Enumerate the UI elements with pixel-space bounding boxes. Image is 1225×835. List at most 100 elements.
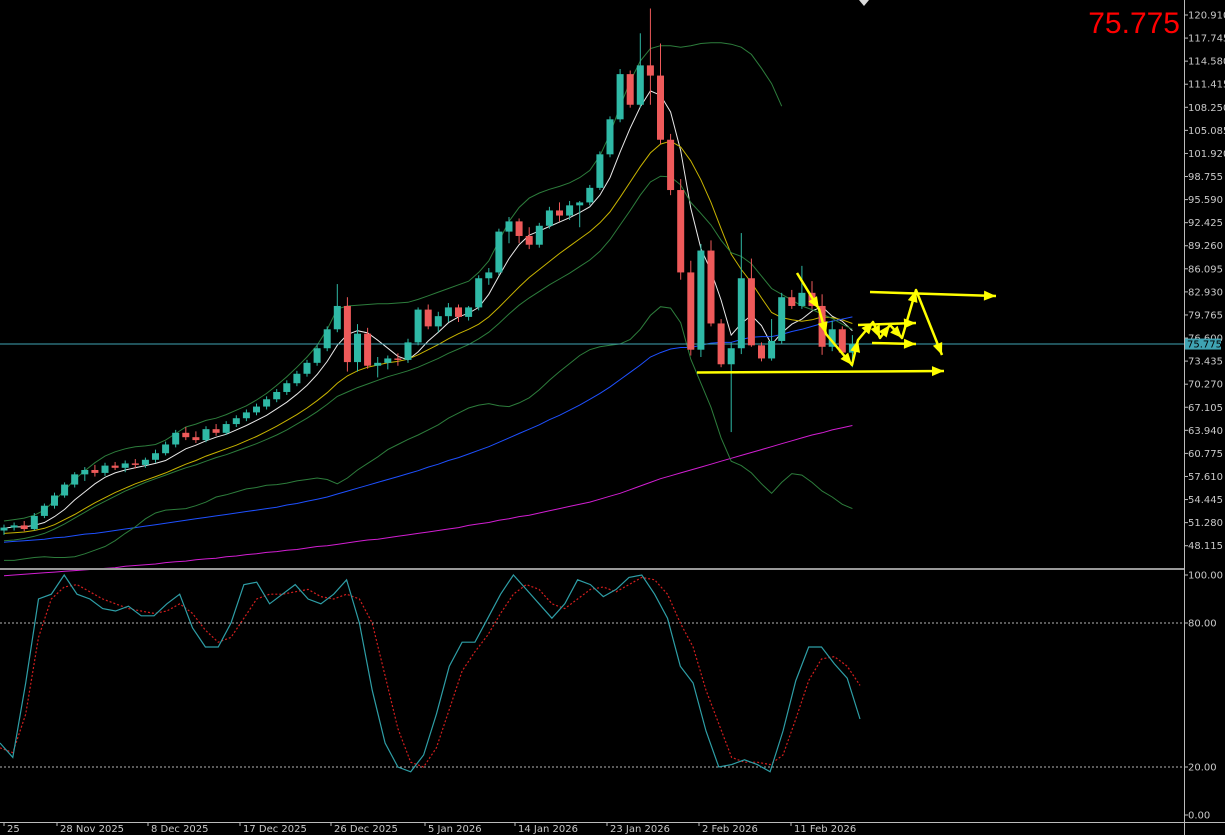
candle <box>495 228 503 276</box>
candle-body <box>293 373 301 384</box>
candle-body <box>394 358 402 360</box>
candle <box>444 303 452 322</box>
time-tick-label: 23 Jan 2026 <box>610 824 670 835</box>
price-tick-label: 101.920 <box>1188 149 1225 160</box>
candle <box>121 460 129 473</box>
candle <box>354 324 361 372</box>
annotation-line[interactable] <box>696 369 945 374</box>
price-tick-label: 63.940 <box>1188 426 1223 437</box>
annotation-line[interactable] <box>869 290 997 298</box>
candle-body <box>283 383 291 392</box>
candle <box>758 342 765 362</box>
price-tick-label: 67.105 <box>1188 403 1223 414</box>
candle-body <box>51 495 58 506</box>
candle-body <box>606 119 614 155</box>
candle <box>798 265 806 309</box>
candle <box>586 184 594 206</box>
candle-body <box>192 437 200 441</box>
candle <box>404 338 412 363</box>
candle-body <box>455 307 462 317</box>
candle-body <box>576 202 584 206</box>
candle-body <box>596 154 604 188</box>
price-tick-label: 79.765 <box>1188 310 1223 321</box>
candle-body <box>626 74 634 105</box>
candle <box>828 320 836 352</box>
candle-body <box>657 75 664 140</box>
candle <box>677 179 685 280</box>
candle-body <box>646 65 654 76</box>
candle <box>293 370 301 387</box>
candle-body <box>404 342 412 360</box>
candle-body <box>30 515 38 530</box>
candle-body <box>40 505 48 516</box>
candle <box>303 359 311 377</box>
candle-body <box>343 305 351 363</box>
price-panel <box>0 8 1184 577</box>
stochastic-axis[interactable]: 100.00 80.00 20.00 0.00 <box>1184 571 1223 822</box>
price-tick-label: 111.415 <box>1188 80 1225 91</box>
candle-body <box>172 432 180 445</box>
bb-upper-line <box>3 42 783 522</box>
candle <box>465 305 473 321</box>
candle <box>576 200 584 228</box>
candle <box>616 69 624 123</box>
ma-blue-line <box>3 316 853 543</box>
price-tick-label: 86.095 <box>1188 264 1223 275</box>
candle <box>242 409 250 422</box>
candle <box>81 467 89 481</box>
candle-body <box>525 235 533 245</box>
candle-body <box>384 358 392 363</box>
candle-body <box>354 333 361 363</box>
price-tick-label: 89.260 <box>1188 241 1223 252</box>
candle <box>475 275 483 311</box>
candle <box>323 326 331 352</box>
candle <box>838 326 846 355</box>
candle-body <box>141 459 149 465</box>
candle-body <box>475 278 483 308</box>
price-tick-label: 73.435 <box>1188 357 1223 368</box>
chart-shift-marker[interactable] <box>859 0 869 6</box>
annotation-arrowhead <box>983 290 996 301</box>
candle-body <box>263 399 271 407</box>
candle-body <box>707 250 715 324</box>
candle <box>333 284 341 333</box>
candle-body <box>152 453 159 460</box>
annotation-arrowhead <box>931 366 944 377</box>
stoch-tick-label: 80.00 <box>1188 619 1217 630</box>
stoch-signal-line <box>0 576 861 768</box>
price-tick-label: 48.115 <box>1188 541 1223 552</box>
price-tick-label: 54.445 <box>1188 495 1223 506</box>
time-tick-label: 11 Feb 2026 <box>794 824 856 835</box>
candle-body <box>91 469 99 473</box>
candle <box>182 426 190 441</box>
candle-body <box>485 272 493 279</box>
price-tick-label: 105.085 <box>1188 126 1225 137</box>
candle-body <box>202 429 210 441</box>
candle-body <box>778 297 786 341</box>
candle-body <box>10 525 18 528</box>
price-tick-label: 92.425 <box>1188 218 1223 229</box>
price-axis[interactable]: 120.910 117.745 114.580 111.415 108.250 105.0… <box>1184 11 1225 553</box>
current-price-display: 75.775 <box>1088 7 1180 40</box>
annotation-arrowhead <box>932 342 943 355</box>
annotation-arrowhead <box>840 352 852 365</box>
price-tick-label: 82.930 <box>1188 287 1223 298</box>
candle <box>606 116 614 158</box>
time-axis[interactable]: 25 28 Nov 2025 8 Dec 2025 17 Dec 2025 26 Dec… <box>3 822 856 835</box>
current-price-tag: 75.775 <box>1185 338 1222 351</box>
candle <box>131 459 139 469</box>
candle <box>485 268 493 285</box>
candle-body <box>545 210 553 226</box>
candle <box>566 200 574 220</box>
stoch-tick-label: 100.00 <box>1188 571 1223 582</box>
candle-body <box>747 278 755 346</box>
price-tick-label: 98.755 <box>1188 172 1223 183</box>
price-tick-label: 120.910 <box>1188 11 1225 22</box>
candle <box>717 319 725 368</box>
candle <box>192 431 200 444</box>
time-tick-label: 14 Jan 2026 <box>518 824 578 835</box>
current-price-tag-label: 75.775 <box>1187 340 1222 351</box>
candle <box>374 356 382 378</box>
candle <box>657 43 664 145</box>
candle-body <box>273 391 281 400</box>
